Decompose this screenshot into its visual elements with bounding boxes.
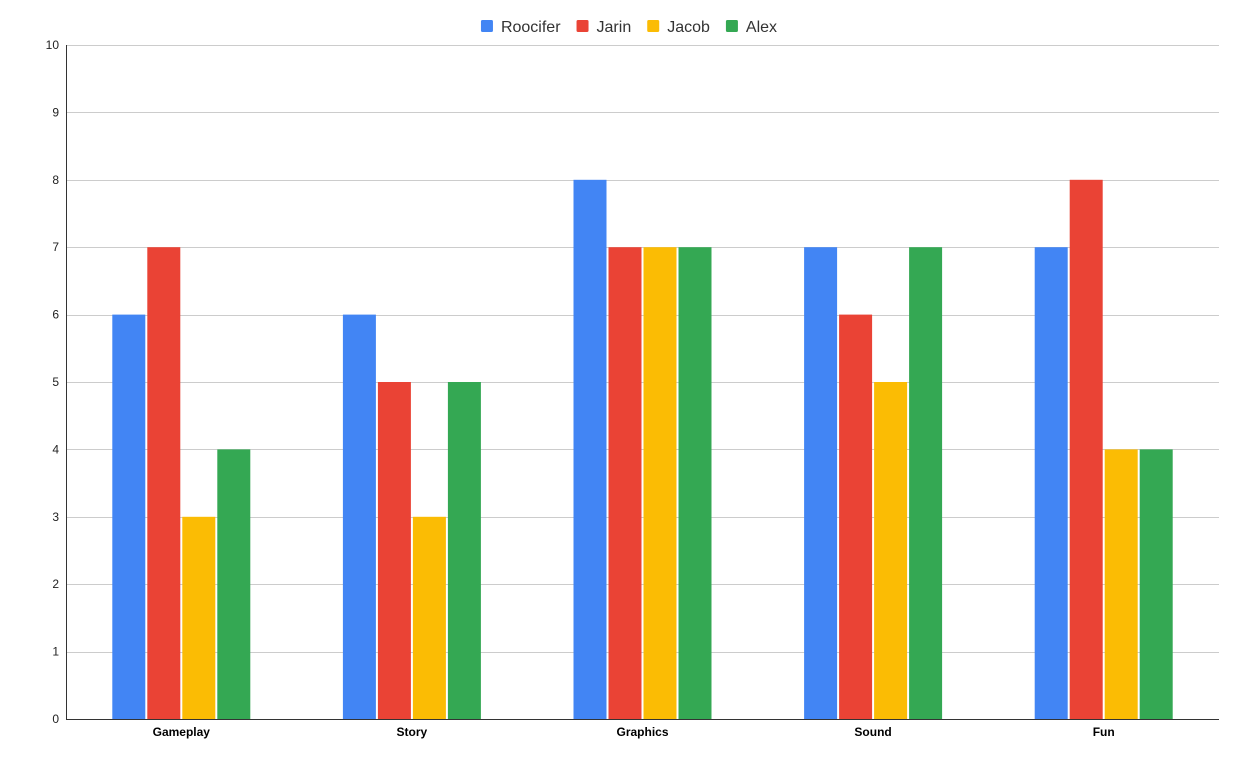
bar-roocifer-story bbox=[342, 314, 376, 719]
y-tick-label: 10 bbox=[46, 38, 60, 52]
y-tick-label: 1 bbox=[52, 645, 59, 659]
bar-jarin-story bbox=[377, 382, 411, 719]
bar-jacob-graphics bbox=[643, 247, 677, 719]
legend-item-alex: Alex bbox=[725, 19, 777, 36]
legend-label: Roocifer bbox=[501, 19, 561, 36]
bar-jacob-sound bbox=[874, 382, 908, 719]
x-tick-label: Graphics bbox=[616, 725, 668, 739]
bar-roocifer-gameplay bbox=[112, 314, 146, 719]
y-tick-label: 9 bbox=[52, 105, 59, 119]
legend-swatch bbox=[647, 20, 660, 32]
y-axis-ticks: 0 1 2 3 4 5 6 7 8 9 10 bbox=[46, 38, 60, 726]
x-tick-label: Gameplay bbox=[153, 725, 211, 739]
bar-jacob-story bbox=[412, 516, 446, 719]
legend-swatch bbox=[480, 20, 493, 32]
y-tick-label: 3 bbox=[52, 510, 59, 524]
legend-label: Alex bbox=[746, 19, 777, 36]
bar-jarin-graphics bbox=[608, 247, 642, 719]
y-tick-label: 0 bbox=[52, 712, 59, 726]
legend-label: Jacob bbox=[667, 19, 710, 36]
bar-jarin-sound bbox=[839, 314, 873, 719]
x-tick-label: Sound bbox=[854, 725, 891, 739]
legend-swatch bbox=[576, 20, 589, 32]
legend-item-jacob: Jacob bbox=[647, 19, 710, 36]
y-tick-label: 5 bbox=[52, 375, 59, 389]
y-tick-label: 8 bbox=[52, 173, 59, 187]
y-tick-label: 7 bbox=[52, 240, 59, 254]
grid-lines bbox=[66, 45, 1219, 653]
bar-alex-sound bbox=[909, 247, 943, 719]
x-tick-label: Story bbox=[397, 725, 428, 739]
x-tick-label: Fun bbox=[1093, 725, 1115, 739]
legend: Roocifer Jarin Jacob Alex bbox=[480, 19, 777, 36]
bar-roocifer-fun bbox=[1034, 247, 1068, 719]
bar-alex-fun bbox=[1139, 449, 1173, 719]
y-tick-label: 4 bbox=[52, 442, 59, 456]
bar-jacob-gameplay bbox=[182, 516, 216, 719]
bar-jacob-fun bbox=[1104, 449, 1138, 719]
bar-jarin-fun bbox=[1069, 179, 1103, 720]
y-tick-label: 2 bbox=[52, 577, 59, 591]
legend-item-jarin: Jarin bbox=[576, 19, 632, 36]
bars bbox=[112, 179, 1173, 720]
axes bbox=[66, 45, 1219, 720]
legend-label: Jarin bbox=[597, 19, 632, 36]
bar-alex-story bbox=[447, 382, 481, 719]
bar-alex-gameplay bbox=[217, 449, 251, 719]
legend-item-roocifer: Roocifer bbox=[480, 19, 561, 36]
legend-swatch bbox=[725, 20, 738, 32]
bar-roocifer-graphics bbox=[573, 179, 607, 720]
bar-jarin-gameplay bbox=[147, 247, 181, 719]
bar-alex-graphics bbox=[678, 247, 712, 719]
bar-roocifer-sound bbox=[804, 247, 838, 719]
y-tick-label: 6 bbox=[52, 308, 59, 322]
x-axis-ticks: Gameplay Story Graphics Sound Fun bbox=[153, 725, 1115, 739]
